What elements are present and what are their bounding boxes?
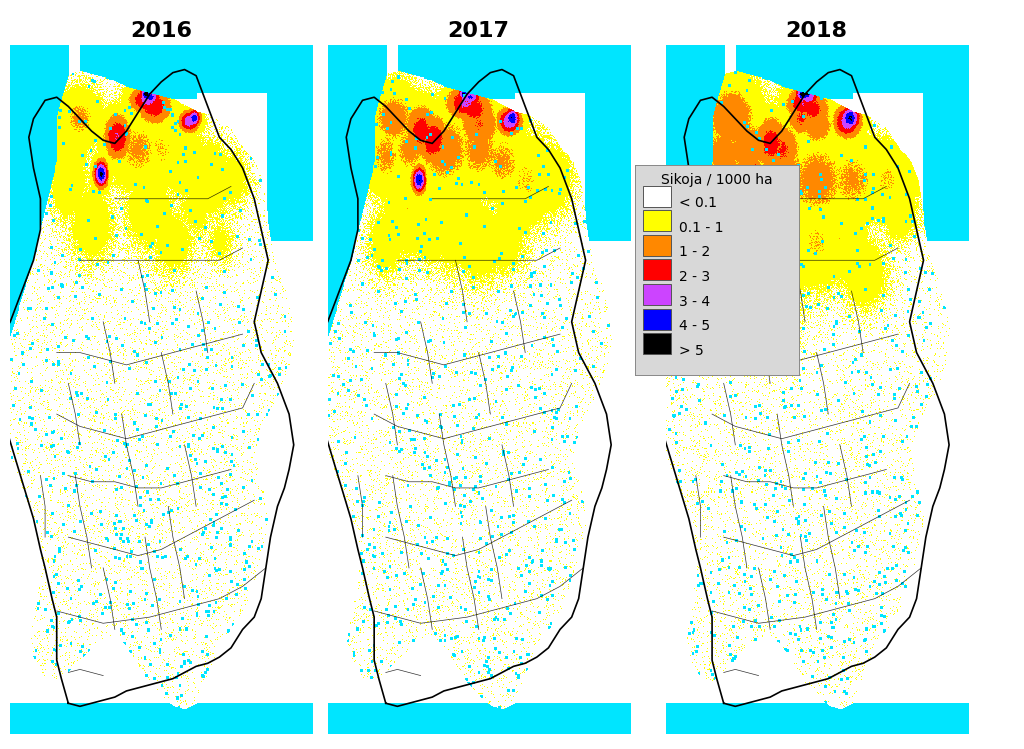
Bar	[643, 235, 671, 256]
Title: 2017: 2017	[447, 21, 510, 40]
Bar	[643, 333, 671, 354]
Bar	[643, 309, 671, 330]
Bar	[643, 284, 671, 305]
Title: 2018: 2018	[785, 21, 848, 40]
Bar	[643, 259, 671, 280]
Text: 1 - 2: 1 - 2	[679, 246, 711, 259]
Title: 2016: 2016	[130, 21, 193, 40]
Text: 3 - 4: 3 - 4	[679, 294, 711, 309]
Text: Sikoja / 1000 ha: Sikoja / 1000 ha	[660, 173, 773, 187]
Text: > 5: > 5	[679, 344, 703, 357]
Bar	[643, 186, 671, 207]
Text: 4 - 5: 4 - 5	[679, 319, 711, 333]
Text: 0.1 - 1: 0.1 - 1	[679, 221, 724, 234]
Text: 2 - 3: 2 - 3	[679, 270, 711, 284]
Text: < 0.1: < 0.1	[679, 196, 717, 210]
Bar	[643, 210, 671, 231]
